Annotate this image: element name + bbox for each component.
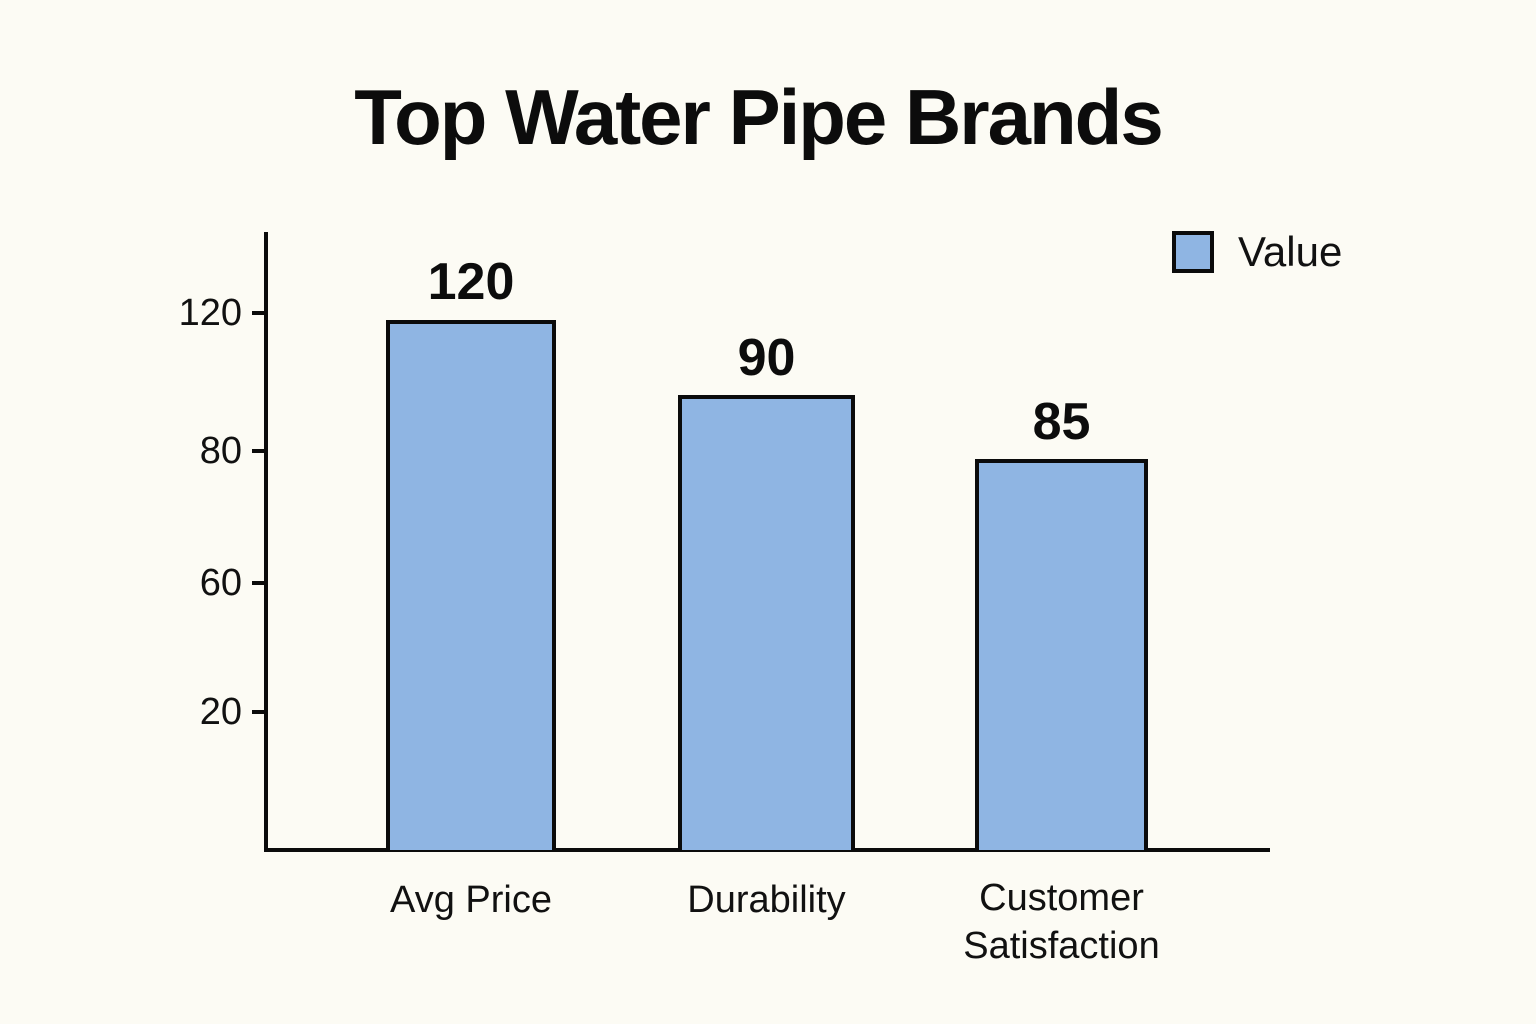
x-category-label: Customer Satisfaction (963, 877, 1160, 967)
y-axis-line (264, 232, 268, 852)
x-category-label: Avg Price (390, 879, 552, 921)
bar-value-label: 90 (737, 329, 796, 387)
y-tick-label: 60 (199, 562, 242, 604)
y-tick-label: 120 (178, 292, 242, 334)
bar-customer-satisfaction (975, 459, 1148, 850)
x-axis-line (264, 848, 1270, 852)
legend-label: Value (1238, 228, 1343, 275)
y-tick-mark (252, 710, 266, 714)
y-tick-mark (252, 449, 266, 453)
y-tick-label: 80 (199, 430, 242, 472)
y-tick-label: 20 (199, 691, 242, 733)
y-tick-mark (252, 581, 266, 585)
x-category-label: Durability (687, 879, 846, 921)
legend-swatch-icon (1172, 231, 1214, 273)
bar-value-label: 120 (427, 253, 515, 311)
bar-avg-price (386, 320, 556, 850)
bar-value-label: 85 (1032, 393, 1091, 451)
chart-title: Top Water Pipe Brands (354, 73, 1163, 161)
y-tick-mark (252, 311, 266, 315)
bar-durability (678, 395, 855, 850)
